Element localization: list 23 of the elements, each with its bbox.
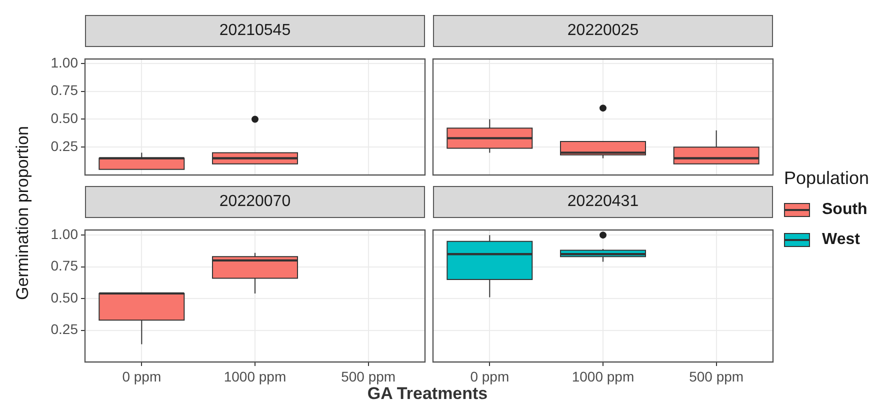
chart-title: 20220431 [433,186,773,218]
legend-label: South [822,201,868,219]
y-tick-label: 0.25 [50,138,78,154]
x-tick-label: 0 ppm [122,368,162,384]
y-tick-label: 0.50 [50,110,78,126]
chart-title: 20220070 [85,186,425,218]
x-tick-label: 1000 ppm [224,368,286,384]
y-tick-label: 0.50 [50,289,78,306]
y-tick-label: 0.25 [50,321,78,338]
y-tick-label: 1.00 [50,54,78,70]
chart-title: 20210545 [85,15,425,47]
x-axis-title: GA Treatments [366,384,488,404]
legend-title: Population [784,168,870,189]
chart-title: 20220025 [433,15,773,47]
x-tick-label: 1000 ppm [572,368,634,384]
y-tick-label: 0.75 [50,82,78,98]
y-tick-label: 0.75 [50,258,78,274]
x-tick-label: 500 ppm [341,368,396,384]
y-tick-label: 1.00 [50,226,78,242]
x-tick-label: 500 ppm [689,368,744,384]
y-axis-title: Germination proportion [13,125,33,302]
x-tick-label: 0 ppm [470,368,510,384]
legend-label: West [822,231,860,249]
